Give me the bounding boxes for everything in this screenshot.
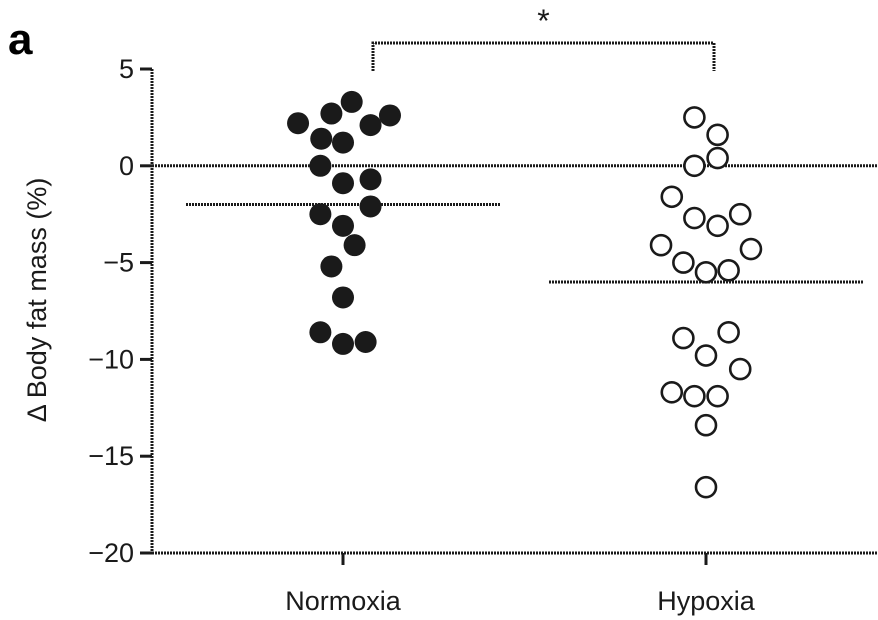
- x-category-label-hypoxia: Hypoxia: [657, 586, 756, 616]
- data-point-hypoxia: [706, 123, 729, 147]
- data-point-hypoxia: [660, 381, 684, 404]
- data-point-hypoxia: [683, 206, 706, 230]
- y-tick-label: 0: [119, 151, 134, 181]
- data-point-hypoxia: [739, 237, 763, 261]
- data-point-hypoxia: [649, 233, 673, 257]
- y-ticks: 5 0 −5 −10 −15 −20: [88, 54, 152, 568]
- data-point-normoxia: [309, 154, 332, 177]
- data-point-normoxia: [354, 330, 377, 353]
- data-point-normoxia: [359, 168, 382, 191]
- data-point-hypoxia: [683, 106, 706, 129]
- data-point-normoxia: [343, 234, 366, 257]
- y-tick-label: −5: [103, 248, 134, 278]
- data-point-normoxia: [320, 102, 343, 125]
- data-point-hypoxia: [660, 185, 684, 209]
- x-ticks: Normoxia Hypoxia: [285, 553, 756, 616]
- data-point-hypoxia: [717, 320, 740, 344]
- data-point-hypoxia: [728, 202, 752, 226]
- data-point-hypoxia: [706, 384, 729, 408]
- data-point-hypoxia: [728, 357, 752, 381]
- data-point-hypoxia: [694, 260, 718, 284]
- data-point-hypoxia: [683, 384, 706, 408]
- data-point-normoxia: [332, 286, 354, 309]
- data-point-hypoxia: [672, 326, 695, 350]
- data-point-normoxia: [332, 214, 354, 237]
- y-tick-label: 5: [119, 54, 134, 84]
- panel-letter: a: [8, 15, 33, 64]
- data-point-hypoxia: [694, 413, 718, 437]
- y-axis-title: Δ Body fat mass (%): [22, 178, 52, 423]
- data-points: [287, 90, 763, 499]
- data-point-normoxia: [378, 104, 401, 127]
- mean-lines: [186, 203, 863, 284]
- data-point-normoxia: [359, 195, 382, 218]
- data-point-hypoxia: [683, 154, 706, 178]
- data-point-normoxia: [320, 255, 343, 278]
- data-point-hypoxia: [672, 251, 695, 274]
- data-point-normoxia: [310, 127, 333, 150]
- data-point-hypoxia: [706, 214, 729, 238]
- axes: [150, 69, 878, 555]
- y-tick-label: −15: [88, 441, 134, 471]
- data-point-normoxia: [332, 172, 354, 195]
- data-point-normoxia: [340, 90, 363, 113]
- data-point-normoxia: [332, 131, 354, 154]
- y-tick-label: −20: [88, 538, 134, 568]
- data-point-hypoxia: [694, 344, 718, 367]
- data-point-hypoxia: [717, 259, 740, 282]
- x-category-label-normoxia: Normoxia: [285, 586, 402, 616]
- significance-asterisk: *: [537, 3, 549, 39]
- significance-bracket-line: [371, 41, 716, 71]
- data-point-hypoxia: [694, 475, 718, 499]
- data-point-normoxia: [287, 112, 310, 135]
- data-point-normoxia: [309, 321, 332, 344]
- data-point-normoxia: [332, 332, 354, 355]
- y-tick-label: −10: [88, 344, 134, 374]
- data-point-hypoxia: [706, 146, 729, 170]
- significance-bracket: *: [371, 3, 716, 71]
- data-point-normoxia: [309, 203, 332, 226]
- data-point-normoxia: [359, 114, 382, 137]
